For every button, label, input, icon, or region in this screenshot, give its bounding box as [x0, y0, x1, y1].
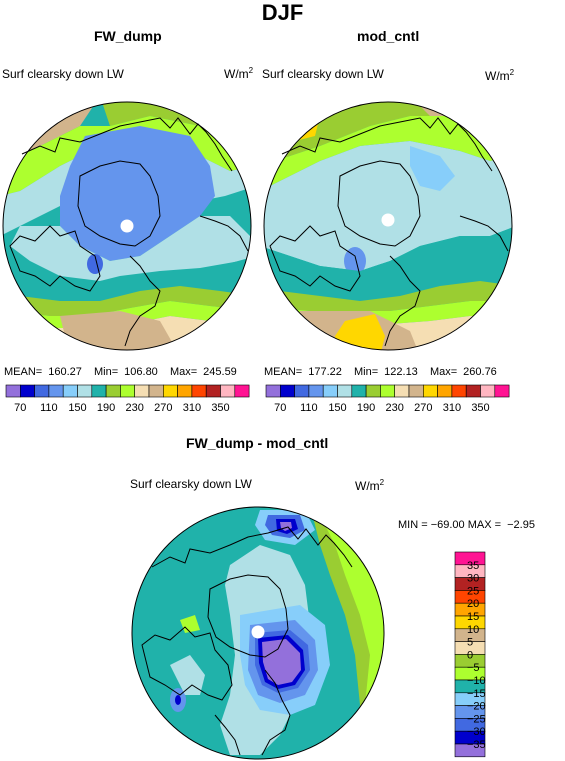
polar-map-difference — [131, 506, 385, 760]
colorbar-panel-1-swatch — [5, 384, 21, 398]
colorbar-panel-1-swatch — [177, 384, 193, 398]
panel-1-variable-label: Surf clearsky down LW — [2, 67, 124, 81]
colorbar-panel-1-swatch — [48, 384, 64, 398]
colorbar-panel-1-tick-label: 70 — [14, 402, 26, 414]
colorbar-difference-tick-label: −5 — [467, 662, 480, 674]
colorbar-panel-1-tick-label: 350 — [211, 402, 229, 414]
colorbar-difference-tick-label: 25 — [467, 585, 479, 597]
colorbar-panel-2-tick-label: 350 — [471, 402, 489, 414]
main-title: DJF — [261, 0, 304, 25]
colorbar-panel-2-swatch — [451, 384, 467, 398]
colorbar-panel-1: 70 110 150 190 230 270 310 350 — [5, 384, 250, 414]
colorbar-panel-1-tick-label: 110 — [40, 402, 58, 414]
colorbar-difference-tick-label: −35 — [467, 739, 486, 751]
colorbar-panel-1-swatch — [34, 384, 50, 398]
colorbar-panel-1-swatch — [234, 384, 250, 398]
panel-1-units: W/m2 — [224, 66, 254, 81]
colorbar-panel-1-tick-label: 310 — [183, 402, 201, 414]
colorbar-panel-1-tick-label: 150 — [68, 402, 86, 414]
diff-variable-label: Surf clearsky down LW — [130, 477, 252, 491]
panel-2-units: W/m2 — [485, 68, 515, 83]
panel-1-title: FW_dump — [94, 28, 162, 44]
colorbar-panel-2-swatch — [437, 384, 453, 398]
colorbar-panel-2-swatch — [365, 384, 381, 398]
colorbar-difference-tick-label: 20 — [467, 598, 479, 610]
diff-units: W/m2 — [355, 478, 385, 493]
colorbar-difference-tick-label: 15 — [467, 611, 479, 623]
colorbar-panel-1-swatch — [148, 384, 164, 398]
colorbar-panel-1-swatch — [205, 384, 221, 398]
colorbar-panel-1-swatch — [105, 384, 121, 398]
colorbar-panel-1-swatch — [191, 384, 207, 398]
colorbar-panel-1-swatch — [163, 384, 178, 398]
colorbar-panel-2-swatch — [423, 384, 438, 398]
polar-map-mod-cntl — [263, 101, 513, 351]
colorbar-panel-2-swatch — [265, 384, 281, 398]
colorbar-difference-tick-label: 0 — [467, 649, 473, 661]
colorbar-difference-tick-label: 35 — [467, 560, 479, 572]
diff-title: FW_dump - mod_cntl — [186, 435, 329, 451]
panel-1-stats: MEAN= 160.27 Min= 106.80 Max= 245.59 — [4, 366, 237, 378]
colorbar-difference-tick-label: −30 — [467, 726, 486, 738]
colorbar-panel-1-swatch — [19, 384, 35, 398]
colorbar-panel-1-tick-label: 270 — [154, 402, 172, 414]
colorbar-difference-tick-label: −20 — [467, 701, 486, 713]
colorbar-panel-2-swatch — [337, 384, 353, 398]
colorbar-panel-2-swatch — [322, 384, 338, 398]
colorbar-difference-tick-label: 30 — [467, 573, 479, 585]
colorbar-panel-2-swatch — [394, 384, 410, 398]
colorbar-panel-1-swatch — [62, 384, 78, 398]
colorbar-difference-tick-label: −25 — [467, 713, 486, 725]
colorbar-difference-tick-label: 5 — [467, 637, 473, 649]
colorbar-panel-2-swatch — [465, 384, 481, 398]
colorbar-panel-2-swatch — [308, 384, 324, 398]
colorbar-panel-2-tick-label: 150 — [328, 402, 346, 414]
colorbar-difference-swatch — [454, 743, 486, 758]
colorbar-panel-2-tick-label: 270 — [414, 402, 432, 414]
colorbar-panel-1-swatch — [134, 384, 150, 398]
diff-stats: MIN = −69.00 MAX = −2.95 — [398, 519, 535, 531]
colorbar-panel-1-swatch — [91, 384, 107, 398]
colorbar-panel-2-tick-label: 230 — [386, 402, 404, 414]
colorbar-panel-2-swatch — [351, 384, 367, 398]
colorbar-panel-1-swatch — [77, 384, 93, 398]
colorbar-panel-1-swatch — [220, 384, 236, 398]
colorbar-panel-2-swatch — [380, 384, 396, 398]
colorbar-panel-2-tick-label: 310 — [443, 402, 461, 414]
colorbar-panel-1-tick-label: 190 — [97, 402, 115, 414]
colorbar-panel-2-swatch — [408, 384, 424, 398]
colorbar-panel-2-tick-label: 70 — [274, 402, 286, 414]
colorbar-difference-tick-label: 10 — [467, 624, 479, 636]
panel-2-stats: MEAN= 177.22 Min= 122.13 Max= 260.76 — [264, 366, 497, 378]
colorbar-panel-1-swatch — [120, 384, 136, 398]
panel-2-variable-label: Surf clearsky down LW — [262, 67, 384, 81]
polar-map-fw-dump — [2, 101, 252, 351]
colorbar-difference-tick-label: −10 — [467, 675, 486, 687]
colorbar-panel-2-swatch — [494, 384, 510, 398]
colorbar-difference-tick-label: −15 — [467, 688, 486, 700]
colorbar-panel-2-tick-label: 110 — [300, 402, 318, 414]
colorbar-panel-2: 70 110 150 190 230 270 310 350 — [265, 384, 510, 414]
colorbar-panel-2-swatch — [279, 384, 295, 398]
colorbar-panel-2-swatch — [294, 384, 310, 398]
colorbar-panel-2-tick-label: 190 — [357, 402, 375, 414]
panel-2-title: mod_cntl — [357, 28, 420, 44]
colorbar-panel-1-tick-label: 230 — [126, 402, 144, 414]
colorbar-panel-2-swatch — [480, 384, 496, 398]
